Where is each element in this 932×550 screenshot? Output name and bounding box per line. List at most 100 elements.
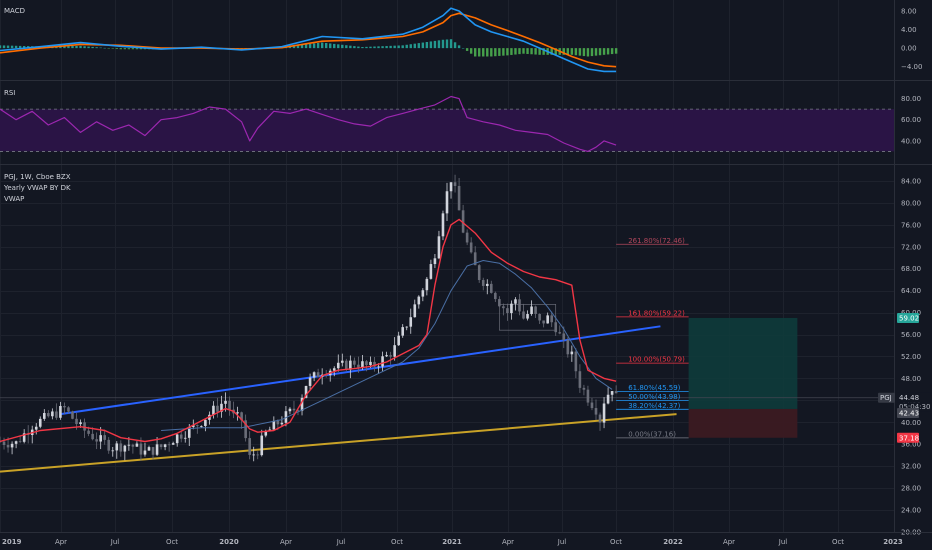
candle-body [147,447,151,451]
candle-body [437,236,441,259]
legend-vwap-yearly[interactable]: Yearly VWAP BY DK [3,184,71,192]
macd-label: MACD [4,7,25,15]
candle-body [425,278,429,291]
symbol-tag: PGJ [880,394,892,402]
candle-body [506,308,509,314]
macd-histogram-bar [502,48,505,56]
fib-level-label: 261.80%(72.46) [628,237,685,245]
candle-body [445,191,449,214]
macd-histogram-bar [292,45,296,49]
candle-body [143,450,147,455]
time-axis-label: Jul [557,538,567,546]
candle-body [606,394,610,404]
candle-body [67,407,70,412]
price-axis-tick: 52.00 [901,353,921,361]
macd-histogram-bar [538,48,541,55]
candle-body [115,443,119,451]
legend-vwap[interactable]: VWAP [4,195,24,203]
candle-body [308,377,312,386]
macd-histogram-bar [111,48,114,49]
candle-body [2,441,6,446]
candle-body [534,306,537,314]
candle-body [183,437,187,439]
price-axis-tick: 24.00 [901,507,921,515]
time-axis-label: 2019 [2,538,22,546]
time-axis-label: Oct [166,538,178,546]
time-axis-label: Apr [502,538,514,546]
rsi-pane[interactable]: RSI [0,89,894,152]
time-axis-label: Oct [832,538,844,546]
macd-pane[interactable]: MACD [0,7,618,73]
macd-histogram-bar [530,48,533,55]
candle-body [63,406,66,408]
macd-histogram-bar [103,47,106,49]
macd-histogram-bar [324,43,328,49]
macd-histogram-bar [320,42,324,49]
macd-histogram-bar [381,46,384,49]
sma-line [161,260,613,431]
candle-body [55,411,58,418]
candle-body [389,355,392,357]
candle-body [457,185,461,211]
candle-body [38,418,42,427]
price-axis-tick: 56.00 [901,331,921,339]
candle-body [284,411,288,423]
price-layer: 261.80%(72.46) 161.80%(59.22) 100.00%(50.7… [0,174,894,473]
rsi-line [0,95,617,152]
candle-body [369,361,372,366]
macd-histogram-bar [473,48,477,57]
candle-body [87,430,90,434]
time-axis[interactable]: 2019 Apr Jul Oct 2020 Apr Jul Oct 2021 Apr Jul Oct 2… [2,538,903,546]
macd-histogram-bar [79,45,82,49]
macd-histogram-bar [119,48,123,50]
candle-body [405,326,409,328]
candle-body [465,232,469,243]
candle-body [135,443,139,447]
candle-body [385,355,388,357]
price-pane[interactable]: 261.80%(72.46) 161.80%(59.22) 100.00%(50.7… [0,173,894,473]
time-axis-label: 2020 [219,538,239,546]
candle-body [276,420,280,425]
stop-price-tag-bg [897,432,919,443]
macd-histogram-bar [405,44,408,49]
macd-histogram-bar [514,48,517,55]
entry-price-tag-bg [897,407,919,418]
candle-body [381,356,384,367]
macd-histogram-bar [2,45,6,49]
candle-body [510,303,513,314]
macd-signal-line [0,12,617,68]
macd-histogram-bar [586,48,590,57]
macd-histogram-bar [337,44,340,49]
macd-histogram-bar [594,48,598,56]
macd-histogram-bar [445,39,449,49]
candle-body [590,402,594,409]
candle-body [260,435,264,456]
target-price-tag-bg [897,312,919,323]
macd-histogram-bar [131,48,135,50]
legend-symbol[interactable]: PGJ, 1W, Cboe BZX [4,173,71,181]
candle-body [610,391,614,395]
candle-body [570,351,574,355]
candle-body [272,420,276,430]
candle-body [324,374,328,376]
candle-body [18,441,22,443]
fib-level-label: 50.00%(43.98) [628,393,680,401]
candle-body [393,345,396,357]
candle-body [345,360,348,370]
macd-histogram-bar [14,45,18,49]
macd-histogram-bar [296,45,300,49]
candle-body [51,411,54,417]
candle-body [159,444,163,448]
long-position-profit-zone [688,317,798,409]
macd-layer [0,7,618,73]
macd-histogram-bar [522,48,525,54]
macd-histogram-bar [0,45,2,49]
candle-body [47,413,50,417]
candle-body [546,315,549,324]
candle-body [155,444,159,455]
macd-histogram-bar [506,48,509,56]
candle-body [191,425,195,427]
